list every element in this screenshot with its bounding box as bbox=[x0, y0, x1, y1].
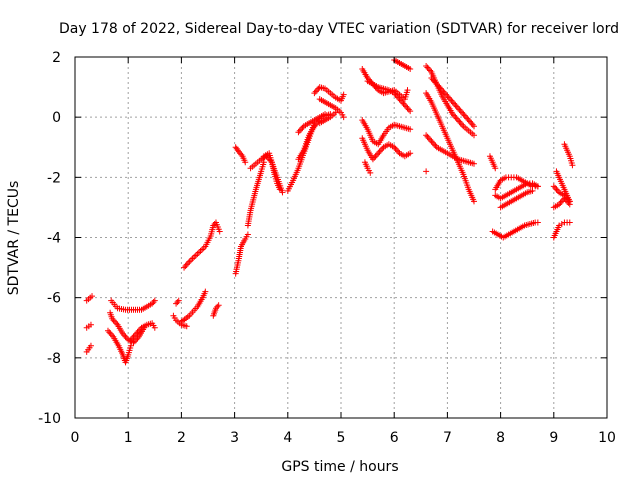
data-points bbox=[83, 57, 576, 366]
data-point bbox=[471, 160, 477, 167]
data-point bbox=[404, 87, 411, 94]
data-point bbox=[407, 66, 414, 73]
x-tick-label: 7 bbox=[443, 430, 452, 446]
data-point bbox=[202, 288, 209, 295]
data-point bbox=[87, 321, 94, 328]
data-point bbox=[183, 323, 190, 330]
data-point bbox=[87, 342, 94, 349]
data-point bbox=[566, 219, 573, 226]
data-point bbox=[534, 183, 541, 190]
data-point bbox=[242, 159, 249, 166]
data-point bbox=[566, 201, 573, 208]
data-point bbox=[492, 165, 499, 172]
y-tick-label: -2 bbox=[47, 170, 61, 186]
x-tick-label: 5 bbox=[337, 430, 346, 446]
data-point bbox=[279, 189, 286, 196]
data-point bbox=[407, 126, 414, 133]
data-point bbox=[340, 114, 347, 121]
data-point bbox=[471, 123, 477, 130]
data-point bbox=[407, 108, 414, 115]
data-point bbox=[407, 150, 414, 157]
data-point bbox=[340, 91, 347, 98]
y-tick-label: -6 bbox=[47, 291, 61, 307]
data-point bbox=[471, 132, 477, 139]
x-tick-label: 10 bbox=[598, 430, 616, 446]
data-point bbox=[151, 324, 158, 331]
data-point bbox=[127, 342, 134, 349]
data-point bbox=[367, 169, 374, 176]
x-tick-label: 6 bbox=[390, 430, 399, 446]
y-tick-label: -8 bbox=[47, 351, 61, 367]
data-point bbox=[175, 297, 182, 304]
data-point bbox=[244, 231, 251, 238]
y-tick-label: 2 bbox=[52, 50, 61, 66]
data-point bbox=[322, 111, 329, 118]
x-tick-label: 3 bbox=[230, 430, 239, 446]
y-tick-label: -10 bbox=[38, 411, 61, 427]
x-tick-label: 8 bbox=[496, 430, 505, 446]
data-point bbox=[529, 187, 536, 194]
x-tick-label: 4 bbox=[283, 430, 292, 446]
data-point bbox=[151, 297, 158, 304]
data-point bbox=[423, 168, 430, 175]
data-point bbox=[215, 302, 222, 309]
x-tick-label: 9 bbox=[549, 430, 558, 446]
chart-title: Day 178 of 2022, Sidereal Day-to-day VTE… bbox=[59, 21, 619, 37]
y-tick-label: 0 bbox=[52, 110, 61, 126]
data-point bbox=[216, 228, 223, 235]
data-point bbox=[534, 219, 541, 226]
x-tick-label: 2 bbox=[177, 430, 186, 446]
axis-ticks: 0 1 2 3 4 5 6 7 8 9 10 -10 -8 -6 -4 -2 0 2 bbox=[38, 50, 616, 446]
y-axis-label: SDTVAR / TECUs bbox=[6, 181, 22, 296]
data-point bbox=[332, 109, 339, 116]
x-axis-label: GPS time / hours bbox=[281, 459, 398, 475]
x-tick-label: 1 bbox=[124, 430, 133, 446]
y-tick-label: -4 bbox=[47, 231, 61, 247]
x-tick-label: 0 bbox=[71, 430, 80, 446]
data-point bbox=[276, 186, 283, 193]
data-point bbox=[569, 162, 576, 169]
data-point bbox=[260, 159, 267, 166]
data-point bbox=[471, 198, 477, 205]
data-point bbox=[89, 293, 96, 300]
